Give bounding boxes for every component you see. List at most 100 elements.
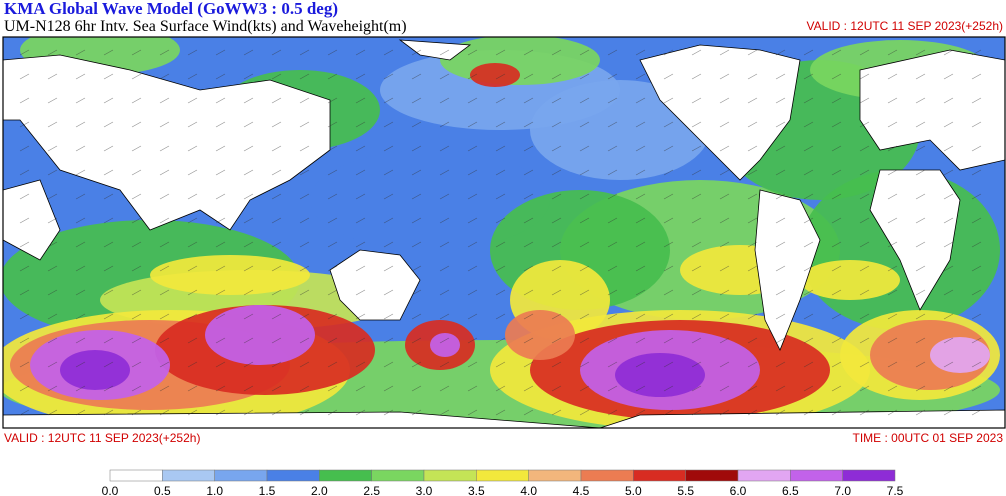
wind-barb <box>887 217 898 224</box>
wind-barb <box>691 217 702 224</box>
wind-barb <box>943 289 954 296</box>
wind-barb <box>411 313 422 320</box>
wind-barb <box>439 313 450 320</box>
wind-barb <box>495 265 506 272</box>
wind-barb <box>215 97 226 104</box>
wind-barb <box>635 265 646 272</box>
wind-barb <box>579 289 590 296</box>
wind-barb <box>523 97 534 104</box>
wind-barb <box>831 49 842 56</box>
wind-barb <box>439 49 450 56</box>
wind-barb <box>19 145 30 152</box>
wind-barb <box>467 121 478 128</box>
wind-barb <box>551 265 562 272</box>
valid-top: VALID : 12UTC 11 SEP 2023(+252h) <box>807 19 1003 33</box>
wind-barb <box>439 385 450 392</box>
wind-barb <box>103 193 114 200</box>
wind-barb <box>439 241 450 248</box>
wind-barb <box>159 49 170 56</box>
wind-barb <box>803 361 814 368</box>
land <box>3 179 61 261</box>
wind-barb <box>691 313 702 320</box>
wind-barb <box>775 241 786 248</box>
wind-barb <box>579 169 590 176</box>
wind-barb <box>971 409 982 416</box>
color-swatch <box>790 469 843 482</box>
wind-barb <box>75 265 86 272</box>
wind-barb <box>635 145 646 152</box>
wind-barb <box>495 169 506 176</box>
wind-barb <box>103 241 114 248</box>
colorbar-label: 7.0 <box>834 484 851 496</box>
wind-barb <box>467 49 478 56</box>
color-swatch <box>737 469 791 482</box>
wind-barb <box>607 193 618 200</box>
wind-barb <box>439 145 450 152</box>
wind-barb <box>551 145 562 152</box>
wind-barb <box>971 73 982 80</box>
colorbar-label: 3.5 <box>468 484 485 496</box>
wind-barb <box>215 217 226 224</box>
wind-barb <box>831 265 842 272</box>
wind-barb <box>915 73 926 80</box>
wind-barb <box>523 217 534 224</box>
wind-barb <box>495 73 506 80</box>
wind-barb <box>775 73 786 80</box>
wind-barb <box>187 337 198 344</box>
wind-barb <box>831 193 842 200</box>
colorbar-label: 4.5 <box>573 484 590 496</box>
wind-barb <box>831 97 842 104</box>
wind-barb <box>607 169 618 176</box>
wind-barb <box>327 265 338 272</box>
wind-barb <box>271 97 282 104</box>
wind-barb <box>467 169 478 176</box>
wind-barb <box>859 385 870 392</box>
colorbar-label: 1.5 <box>259 484 276 496</box>
wind-barb <box>215 49 226 56</box>
wind-barb <box>971 121 982 128</box>
wind-barb <box>523 193 534 200</box>
wind-barb <box>719 313 730 320</box>
wind-barb <box>187 409 198 416</box>
wind-barb <box>131 241 142 248</box>
wind-barb <box>803 337 814 344</box>
wind-barb <box>19 385 30 392</box>
wind-barb <box>831 121 842 128</box>
wind-barb <box>747 217 758 224</box>
wind-barb <box>803 169 814 176</box>
map <box>3 37 1005 428</box>
wind-barb <box>803 217 814 224</box>
wind-barb <box>579 265 590 272</box>
wind-barb <box>635 409 646 416</box>
wind-barb <box>299 49 310 56</box>
wind-barb <box>327 289 338 296</box>
wind-barb <box>47 145 58 152</box>
wind-barb <box>971 169 982 176</box>
wind-barb <box>299 289 310 296</box>
wind-barb <box>523 313 534 320</box>
wind-barb <box>271 385 282 392</box>
wind-barb <box>19 193 30 200</box>
wind-barb <box>523 265 534 272</box>
wind-barb <box>383 337 394 344</box>
color-swatch <box>162 469 215 482</box>
wind-barb <box>943 409 954 416</box>
wind-barb <box>187 49 198 56</box>
wind-barb <box>719 121 730 128</box>
wind-barb <box>859 361 870 368</box>
wind-barb <box>47 265 58 272</box>
wave-region <box>615 353 705 397</box>
wind-barb <box>355 49 366 56</box>
wind-barb <box>187 97 198 104</box>
wind-barb <box>383 193 394 200</box>
wind-barb <box>131 145 142 152</box>
wind-barb <box>243 169 254 176</box>
colorbar-label: 6.0 <box>730 484 747 496</box>
wind-barb <box>355 385 366 392</box>
wind-barb <box>691 145 702 152</box>
wind-barb <box>775 337 786 344</box>
wind-barb <box>159 145 170 152</box>
wind-barb <box>187 193 198 200</box>
wind-barb <box>271 169 282 176</box>
wind-barb <box>131 73 142 80</box>
